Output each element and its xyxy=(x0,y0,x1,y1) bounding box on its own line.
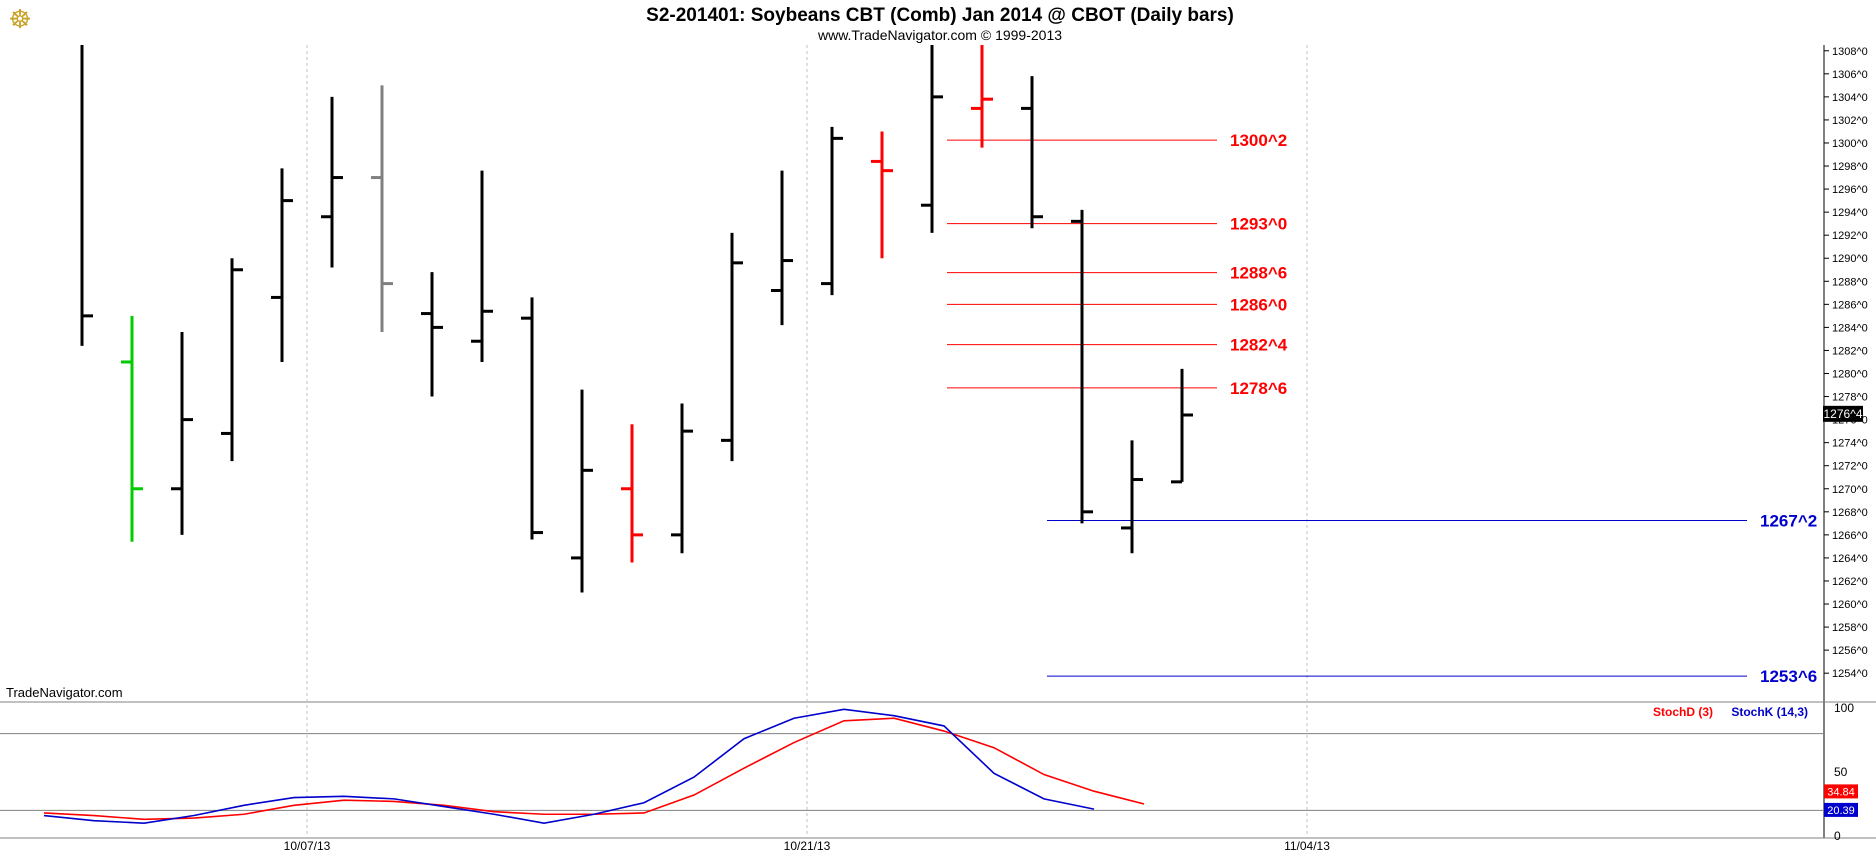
y-tick-label: 1266^0 xyxy=(1832,530,1868,542)
date-axis: 10/07/13 10/21/13 11/04/13 xyxy=(284,839,1331,853)
ship-wheel-logo-icon: ☸ xyxy=(8,4,31,34)
y-tick-label: 1298^0 xyxy=(1832,161,1868,173)
ohlc-bar xyxy=(821,126,843,296)
last-price-value: 1276^4 xyxy=(1824,407,1863,421)
logo: ☸ xyxy=(8,4,31,34)
ohlc-bar xyxy=(771,170,793,326)
y-tick-label: 1274^0 xyxy=(1832,438,1868,450)
stoch-value-label: 20.39 xyxy=(1827,805,1855,817)
y-tick-label: 1254^0 xyxy=(1832,668,1868,680)
y-tick-label: 1258^0 xyxy=(1832,622,1868,634)
stoch-legend-entry: StochD (3) xyxy=(1653,705,1713,719)
y-tick-label: 1272^0 xyxy=(1832,461,1868,473)
stoch-y-tick-label: 50 xyxy=(1834,765,1848,779)
y-tick-label: 1282^0 xyxy=(1832,345,1868,357)
y-tick-label: 1302^0 xyxy=(1832,115,1868,127)
ohlc-bar xyxy=(171,332,193,535)
y-tick-label: 1268^0 xyxy=(1832,507,1868,519)
stoch-value-tag xyxy=(1824,802,1858,817)
chart-title: S2-201401: Soybeans CBT (Comb) Jan 2014 … xyxy=(646,5,1234,26)
y-tick-label: 1288^0 xyxy=(1832,276,1868,288)
y-tick-label: 1284^0 xyxy=(1832,322,1868,334)
ohlc-bar xyxy=(1171,368,1193,484)
price-level-label: 1293^0 xyxy=(1230,215,1287,234)
price-level-label: 1267^2 xyxy=(1760,511,1817,530)
y-tick-label: 1280^0 xyxy=(1832,369,1868,381)
plot-background xyxy=(0,45,1824,702)
y-tick-label: 1296^0 xyxy=(1832,184,1868,196)
y-tick-label: 1294^0 xyxy=(1832,207,1868,219)
ohlc-bar xyxy=(571,389,593,593)
ohlc-bar xyxy=(271,168,293,362)
y-tick-label: 1292^0 xyxy=(1832,230,1868,242)
ohlc-bar xyxy=(1121,440,1143,554)
y-tick-label: 1264^0 xyxy=(1832,553,1868,565)
y-tick-label: 1256^0 xyxy=(1832,645,1868,657)
y-tick-label: 1304^0 xyxy=(1832,92,1868,104)
ohlc-bar xyxy=(221,258,243,462)
ohlc-bar xyxy=(671,403,693,554)
last-price-tag: 1276^4 xyxy=(1823,405,1863,422)
ohlc-bar xyxy=(521,297,543,540)
gridlines xyxy=(306,45,1308,838)
y-tick-label: 1286^0 xyxy=(1832,299,1868,311)
ohlc-bar xyxy=(471,170,493,362)
stoch-legend-entry: StochK (14,3) xyxy=(1731,705,1808,719)
ohlc-bar xyxy=(921,45,943,233)
y-tick-label: 1270^0 xyxy=(1832,484,1868,496)
ohlc-bar xyxy=(721,232,743,462)
price-levels: 1300^2 1293^0 1288^6 1286^0 1282^4 1278^6 1267… xyxy=(947,131,1817,686)
ohlc-bar xyxy=(371,85,393,333)
ohlc-bar xyxy=(1071,209,1093,524)
x-tick-label: 10/07/13 xyxy=(284,839,331,853)
y-tick-label: 1308^0 xyxy=(1832,46,1868,58)
y-tick-label: 1262^0 xyxy=(1832,576,1868,588)
price-level-label: 1300^2 xyxy=(1230,131,1287,150)
stoch-value-label: 34.84 xyxy=(1827,786,1855,798)
watermark: TradeNavigator.com xyxy=(6,685,123,700)
x-tick-label: 11/04/13 xyxy=(1284,839,1330,853)
y-tick-label: 1306^0 xyxy=(1832,69,1868,81)
ohlc-bar xyxy=(621,424,643,563)
chart-subtitle: www.TradeNavigator.com © 1999-2013 xyxy=(817,27,1062,43)
price-axis: 1254^0 1256^0 1258^0 1260^0 1262^0 1264^0 1266… xyxy=(1824,46,1868,680)
x-tick-label: 10/21/13 xyxy=(784,839,831,853)
ohlc-bar xyxy=(971,45,993,148)
stochastic-pane: 0 50 100 StochK (14,3) StochD (3) 34.84 20.39 xyxy=(0,701,1858,843)
stoch-series-line xyxy=(43,708,1095,825)
price-level-label: 1278^6 xyxy=(1230,379,1287,398)
ohlc-bar xyxy=(80,45,93,346)
price-level-label: 1286^0 xyxy=(1230,295,1287,314)
price-level-label: 1253^6 xyxy=(1760,667,1817,686)
ohlc-bar xyxy=(121,315,143,542)
stoch-value-tag xyxy=(1824,784,1858,799)
ohlc-bar xyxy=(321,96,343,268)
price-level-label: 1288^6 xyxy=(1230,264,1287,283)
y-tick-label: 1300^0 xyxy=(1832,138,1868,150)
ohlc-bar xyxy=(421,272,443,397)
y-tick-label: 1290^0 xyxy=(1832,253,1868,265)
ohlc-bar xyxy=(1021,76,1043,229)
price-bars xyxy=(80,45,1193,593)
y-tick-label: 1260^0 xyxy=(1832,599,1868,611)
ohlc-bar xyxy=(871,131,893,259)
stoch-y-tick-label: 100 xyxy=(1834,701,1854,715)
y-tick-label: 1278^0 xyxy=(1832,392,1868,404)
stoch-y-tick-label: 0 xyxy=(1834,829,1841,843)
price-level-label: 1282^4 xyxy=(1230,336,1288,355)
